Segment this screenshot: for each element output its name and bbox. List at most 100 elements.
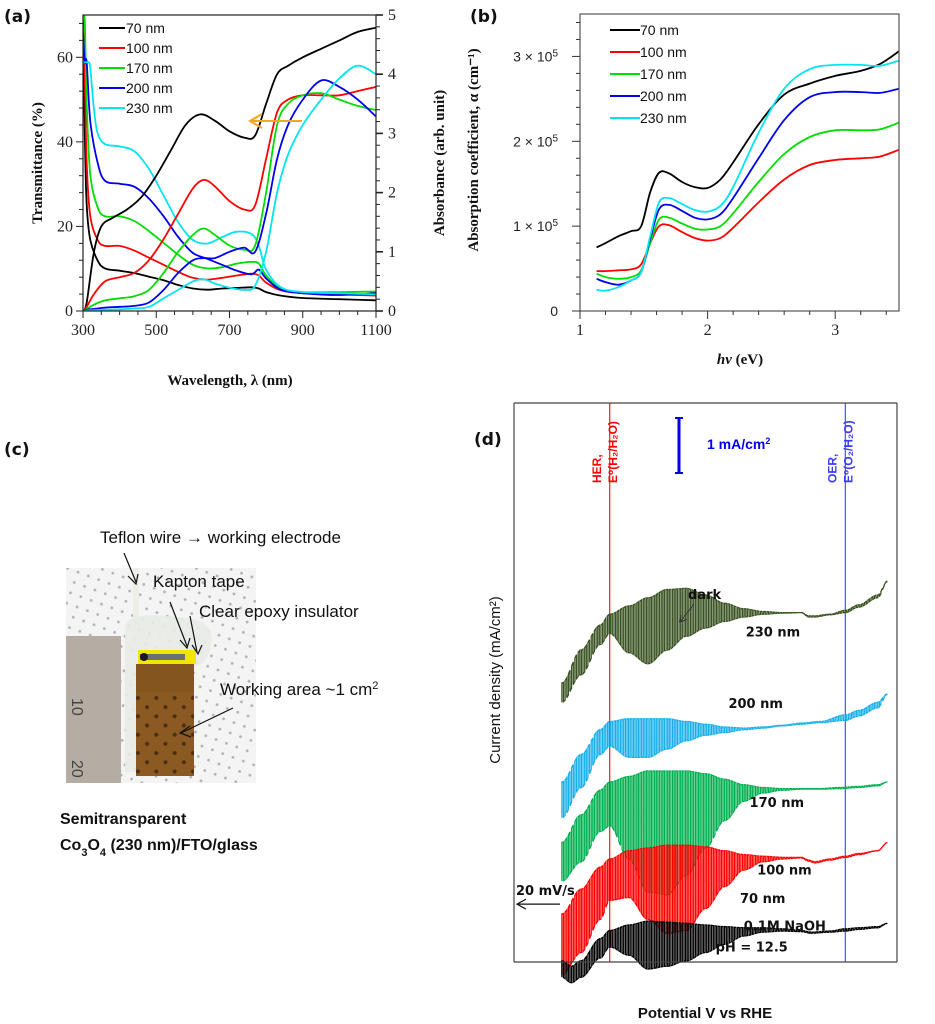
legend-label-a: 170 nm — [126, 60, 173, 76]
plot-a-legend: 70 nm 100 nm 170 nm 200 nm 230 nm — [99, 20, 173, 116]
x-tick-label-a: 700 — [218, 322, 242, 339]
legend-label-b: 230 nm — [640, 110, 687, 126]
contact-line — [140, 654, 185, 660]
legend-label-a: 230 nm — [126, 100, 173, 116]
caption-line-1: Semitransparent — [60, 811, 187, 828]
caption-line-2: Co3O4 (230 nm)/FTO/glass — [60, 837, 258, 859]
plot-a-y2label: Absorbance (arb. unit) — [432, 90, 448, 236]
plot-a-ylabel: Transmittance (%) — [30, 102, 46, 224]
y-tick-label-b: 0 — [550, 303, 558, 319]
transmittance-line-70nm — [83, 26, 376, 311]
y-tick-exponent-b: 5 — [552, 133, 558, 144]
plot-b-area — [596, 50, 900, 292]
x-tick-label-b: 3 — [831, 322, 839, 339]
plot-b-xlabel: hv (eV) — [717, 352, 763, 368]
plot-d-annotations: HER, E⁰(H₂/H₂O) OER, E⁰(O₂/H₂O) 230 nm 200 nm… — [515, 417, 855, 955]
ruler — [66, 636, 121, 783]
panel-label-a: (a) — [4, 7, 31, 27]
curve-label-200nm: 200 nm — [728, 697, 782, 712]
label-epoxy: Clear epoxy insulator — [199, 602, 359, 621]
legend-label-b: 170 nm — [640, 66, 687, 82]
absorption-line-100nm — [596, 148, 900, 273]
scale-bar-label: 1 mA/cm2 — [707, 436, 770, 452]
panel-a: (a) 300 500 700 900 1100 0 20 40 60 0 1 2 3 4 5 70 nm 1… — [4, 7, 448, 389]
reference-label-her: HER, — [590, 454, 604, 483]
panel-c: (c) 10 20 — [4, 440, 378, 859]
absorbance-line-70nm — [83, 20, 376, 302]
absorption-line-170nm — [596, 121, 900, 280]
absorbance-line-100nm — [83, 20, 376, 297]
y-tick-label-b: 2 × 105 — [513, 133, 558, 150]
x-tick-label-a: 500 — [144, 322, 168, 339]
plot-a-xlabel: Wavelength, λ (nm) — [167, 373, 292, 389]
absorbance-line-230nm — [83, 61, 376, 296]
lsv-trace-70nm — [561, 920, 888, 984]
lsv-trace-170nm — [561, 770, 888, 896]
label-teflon-wire: Teflon wire → working electrode — [100, 528, 341, 547]
plot-a-axes: 300 500 700 900 1100 0 20 40 60 0 1 2 3 4 5 — [57, 7, 396, 339]
curve-label-70nm: 70 nm — [740, 892, 785, 907]
plot-d-area — [561, 403, 888, 984]
lsv-curve-170nm — [561, 770, 888, 896]
label-working-area: Working area ~1 cm2 — [220, 680, 378, 699]
y-tick-label-a: 0 — [65, 303, 73, 320]
y2-tick-label-a: 1 — [388, 244, 396, 261]
plot-b-xlabel-italic: hv — [717, 352, 732, 368]
reference-label-oer: OER, — [825, 454, 839, 483]
transmittance-line-100nm — [83, 86, 376, 311]
y-tick-label-a: 20 — [57, 218, 73, 235]
plot-b-xlabel-unit: (eV) — [732, 352, 763, 368]
lsv-curve-230nm — [561, 580, 888, 704]
ruler-label-20: 20 — [68, 760, 85, 778]
x-tick-label-a: 300 — [71, 322, 95, 339]
label-kapton-tape: Kapton tape — [153, 572, 245, 591]
x-tick-label-b: 1 — [576, 322, 584, 339]
sample-top — [136, 664, 194, 692]
ph-label: pH = 12.5 — [716, 940, 788, 955]
plot-a-lines — [83, 15, 376, 311]
reference-potential-her: E⁰(H₂/H₂O) — [606, 421, 620, 483]
scale-bar-label-sup: 2 — [765, 436, 770, 446]
y2-tick-label-a: 5 — [388, 7, 396, 24]
y-tick-label-a: 60 — [57, 49, 73, 66]
y-tick-label-b: 3 × 105 — [513, 48, 558, 65]
plot-d-axes — [513, 402, 898, 963]
legend-label-b: 200 nm — [640, 88, 687, 104]
panel-label-b: (b) — [470, 7, 498, 27]
y-tick-exponent-b: 5 — [552, 218, 558, 229]
label-dark-1: dark — [688, 588, 721, 603]
ruler-label-10: 10 — [68, 698, 85, 716]
panel-label-d: (d) — [474, 430, 502, 450]
y2-tick-label-a: 3 — [388, 125, 396, 142]
plot-d-xlabel: Potential V vs RHE — [638, 1005, 772, 1022]
reference-potential-oer: E⁰(O₂/H₂O) — [841, 420, 855, 483]
electrode-photo: 10 20 — [66, 568, 256, 783]
x-tick-label-a: 1100 — [360, 322, 391, 339]
curve-label-170nm: 170 nm — [750, 796, 804, 811]
legend-label-b: 100 nm — [640, 44, 687, 60]
sample-working-area — [136, 692, 194, 776]
orange-arrow-annotation — [248, 113, 302, 129]
curve-label-230nm: 230 nm — [746, 625, 800, 640]
photo-annotations: Teflon wire → working electrode Kapton t… — [100, 528, 378, 738]
lsv-curve-100nm — [561, 841, 888, 976]
lsv-trace-100nm — [561, 841, 888, 976]
legend-label-b: 70 nm — [640, 22, 679, 38]
legend-label-a: 100 nm — [126, 40, 173, 56]
absorption-line-230nm — [596, 59, 900, 292]
scan-rate-label: 20 mV/s — [516, 884, 575, 899]
transmittance-line-230nm — [83, 64, 376, 311]
y-tick-label-a: 40 — [57, 134, 73, 151]
panel-b: (b) 1 2 3 0 1 × 105 2 × 105 3 × 105 70 nm 100 n… — [466, 7, 900, 368]
x-tick-label-b: 2 — [704, 322, 712, 339]
y2-tick-label-a: 2 — [388, 185, 396, 202]
panel-d: (d) Current density (mA/cm²) Potential V… — [474, 402, 898, 1022]
plot-b-legend: 70 nm 100 nm 170 nm 200 nm 230 nm — [610, 22, 687, 126]
plot-b-ylabel: Absorption coefficient, α (cm⁻¹) — [466, 48, 482, 251]
y2-tick-label-a: 4 — [388, 66, 396, 83]
plot-a-area — [83, 15, 376, 311]
lsv-trace-200nm — [561, 693, 888, 819]
plot-b-frame — [579, 13, 900, 312]
y-tick-exponent-b: 5 — [552, 48, 558, 59]
